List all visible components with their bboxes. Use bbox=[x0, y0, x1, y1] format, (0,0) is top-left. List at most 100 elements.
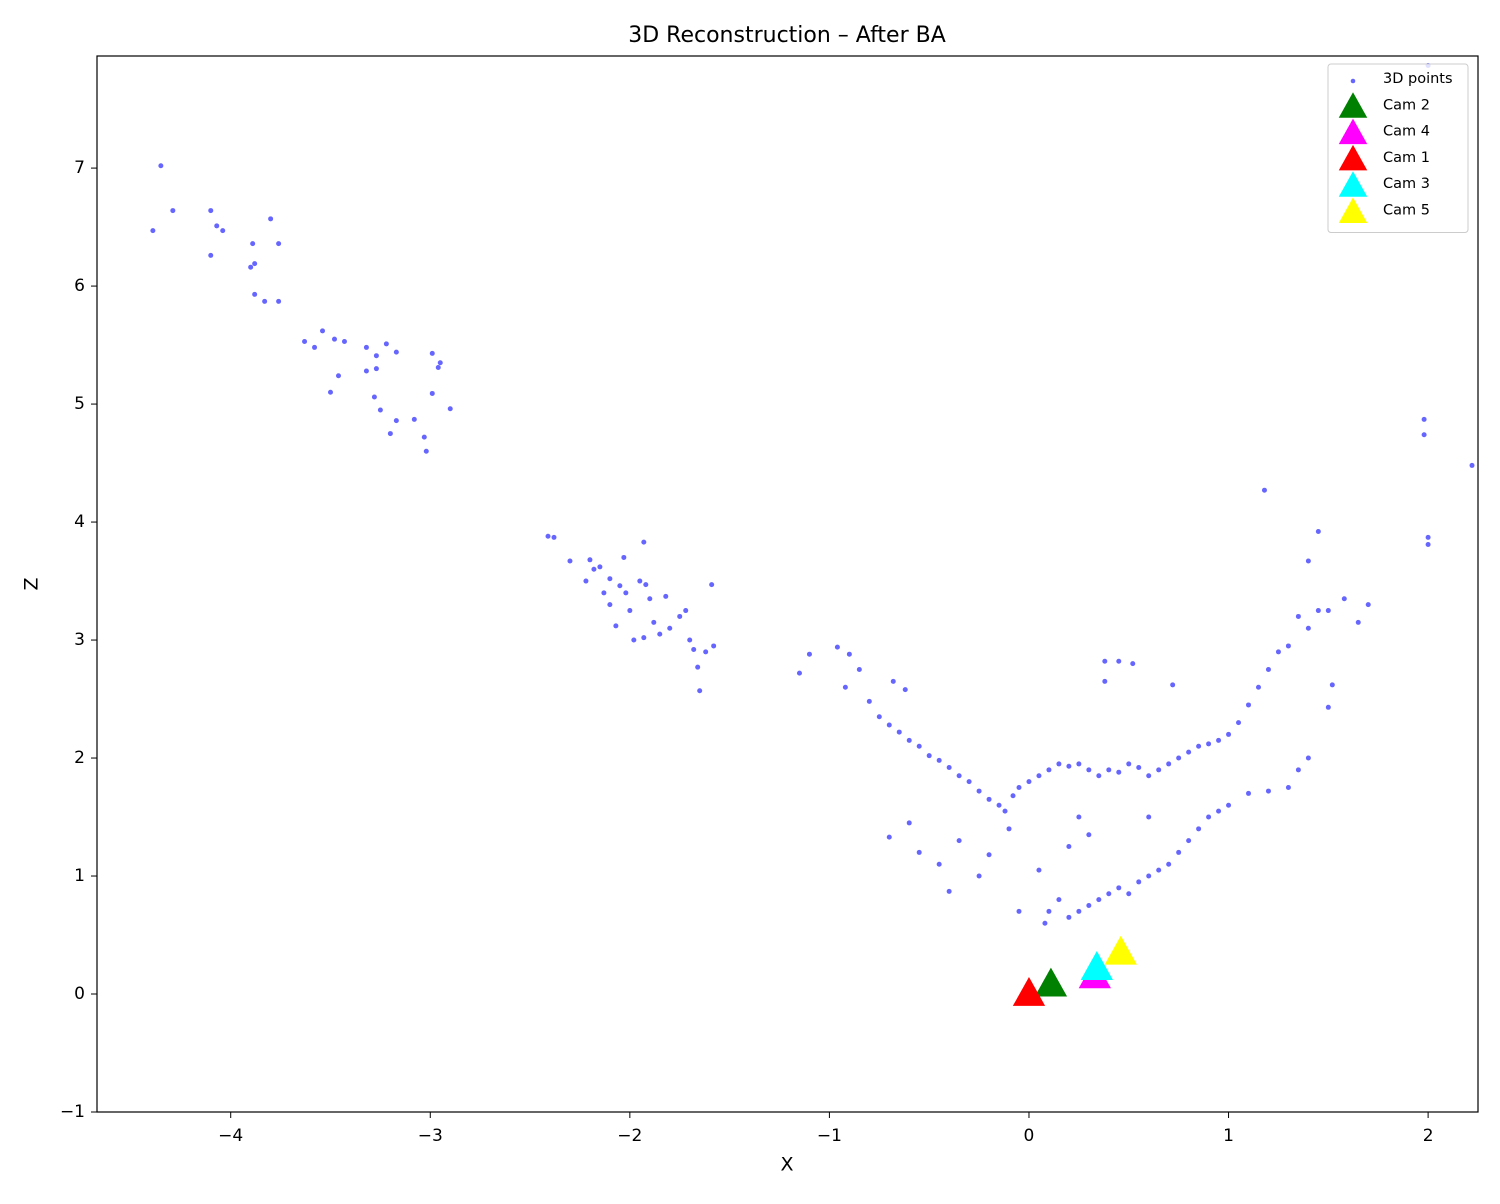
point bbox=[387, 431, 393, 437]
point bbox=[796, 670, 802, 676]
point bbox=[1216, 808, 1222, 814]
point bbox=[545, 533, 551, 539]
point bbox=[429, 390, 435, 396]
point bbox=[1116, 769, 1122, 775]
point bbox=[1016, 908, 1022, 914]
point bbox=[1245, 790, 1251, 796]
point bbox=[906, 820, 912, 826]
point bbox=[1010, 793, 1016, 799]
point bbox=[1146, 773, 1152, 779]
point bbox=[1056, 761, 1062, 767]
point bbox=[627, 608, 633, 614]
x-axis-label: X bbox=[780, 1154, 793, 1176]
point bbox=[371, 394, 377, 400]
point bbox=[1130, 661, 1136, 667]
point bbox=[1136, 879, 1142, 885]
point bbox=[1166, 861, 1172, 867]
point bbox=[1196, 743, 1202, 749]
point bbox=[363, 344, 369, 350]
point bbox=[551, 534, 557, 540]
y-tick-label: 4 bbox=[74, 512, 85, 532]
point bbox=[429, 350, 435, 356]
point bbox=[1116, 658, 1122, 664]
point bbox=[637, 578, 643, 584]
point bbox=[437, 360, 443, 366]
x-tick-label: 2 bbox=[1423, 1126, 1434, 1146]
point bbox=[1365, 602, 1371, 608]
point bbox=[996, 802, 1002, 808]
point bbox=[383, 341, 389, 347]
point bbox=[976, 873, 982, 879]
point bbox=[312, 344, 318, 350]
point bbox=[1046, 767, 1052, 773]
y-tick-label: −1 bbox=[60, 1102, 85, 1122]
point bbox=[711, 643, 717, 649]
legend-label: Cam 5 bbox=[1383, 203, 1430, 219]
legend-label: 3D points bbox=[1383, 71, 1453, 87]
y-tick-label: 5 bbox=[74, 394, 85, 414]
point bbox=[220, 228, 226, 234]
point bbox=[1226, 731, 1232, 737]
legend-label: Cam 3 bbox=[1383, 176, 1430, 192]
point bbox=[1146, 873, 1152, 879]
point bbox=[1170, 682, 1176, 688]
x-tick-label: −2 bbox=[617, 1126, 642, 1146]
point bbox=[214, 223, 220, 229]
point bbox=[1325, 608, 1331, 614]
point bbox=[208, 208, 214, 214]
point bbox=[1016, 785, 1022, 791]
point bbox=[623, 590, 629, 596]
point bbox=[1086, 767, 1092, 773]
point bbox=[956, 773, 962, 779]
point bbox=[687, 637, 693, 643]
point bbox=[896, 729, 902, 735]
x-tick-label: −3 bbox=[418, 1126, 443, 1146]
x-tick-label: −4 bbox=[218, 1126, 243, 1146]
point bbox=[248, 264, 254, 270]
point bbox=[1046, 908, 1052, 914]
point bbox=[621, 554, 627, 560]
point bbox=[1106, 767, 1112, 773]
point bbox=[1425, 534, 1431, 540]
point bbox=[1076, 814, 1082, 820]
point bbox=[986, 796, 992, 802]
point bbox=[1166, 761, 1172, 767]
point bbox=[1176, 849, 1182, 855]
x-tick-label: 1 bbox=[1223, 1126, 1234, 1146]
point bbox=[447, 406, 453, 412]
point bbox=[1421, 432, 1427, 438]
point bbox=[956, 838, 962, 844]
point bbox=[1076, 908, 1082, 914]
point bbox=[1275, 649, 1281, 655]
point bbox=[302, 339, 308, 345]
point bbox=[363, 368, 369, 374]
point bbox=[1036, 867, 1042, 873]
x-tick-label: 0 bbox=[1024, 1126, 1035, 1146]
point bbox=[601, 590, 607, 596]
point bbox=[651, 619, 657, 625]
point bbox=[150, 228, 156, 234]
point bbox=[373, 366, 379, 372]
point bbox=[1066, 844, 1072, 850]
point bbox=[1126, 761, 1132, 767]
point bbox=[597, 564, 603, 570]
point bbox=[976, 788, 982, 794]
point bbox=[886, 722, 892, 728]
point bbox=[691, 646, 697, 652]
legend-label: Cam 4 bbox=[1383, 124, 1430, 140]
point bbox=[643, 582, 649, 588]
point bbox=[1116, 885, 1122, 891]
camera-marker bbox=[1104, 935, 1137, 965]
point bbox=[902, 687, 908, 693]
point bbox=[1265, 788, 1271, 794]
camera-marker bbox=[1034, 967, 1068, 997]
point bbox=[1261, 487, 1267, 493]
camera-marker bbox=[1338, 92, 1368, 118]
point bbox=[966, 779, 972, 785]
point bbox=[1341, 596, 1347, 602]
point bbox=[1206, 741, 1212, 747]
point bbox=[327, 389, 333, 395]
point bbox=[916, 743, 922, 749]
point bbox=[1325, 704, 1331, 710]
